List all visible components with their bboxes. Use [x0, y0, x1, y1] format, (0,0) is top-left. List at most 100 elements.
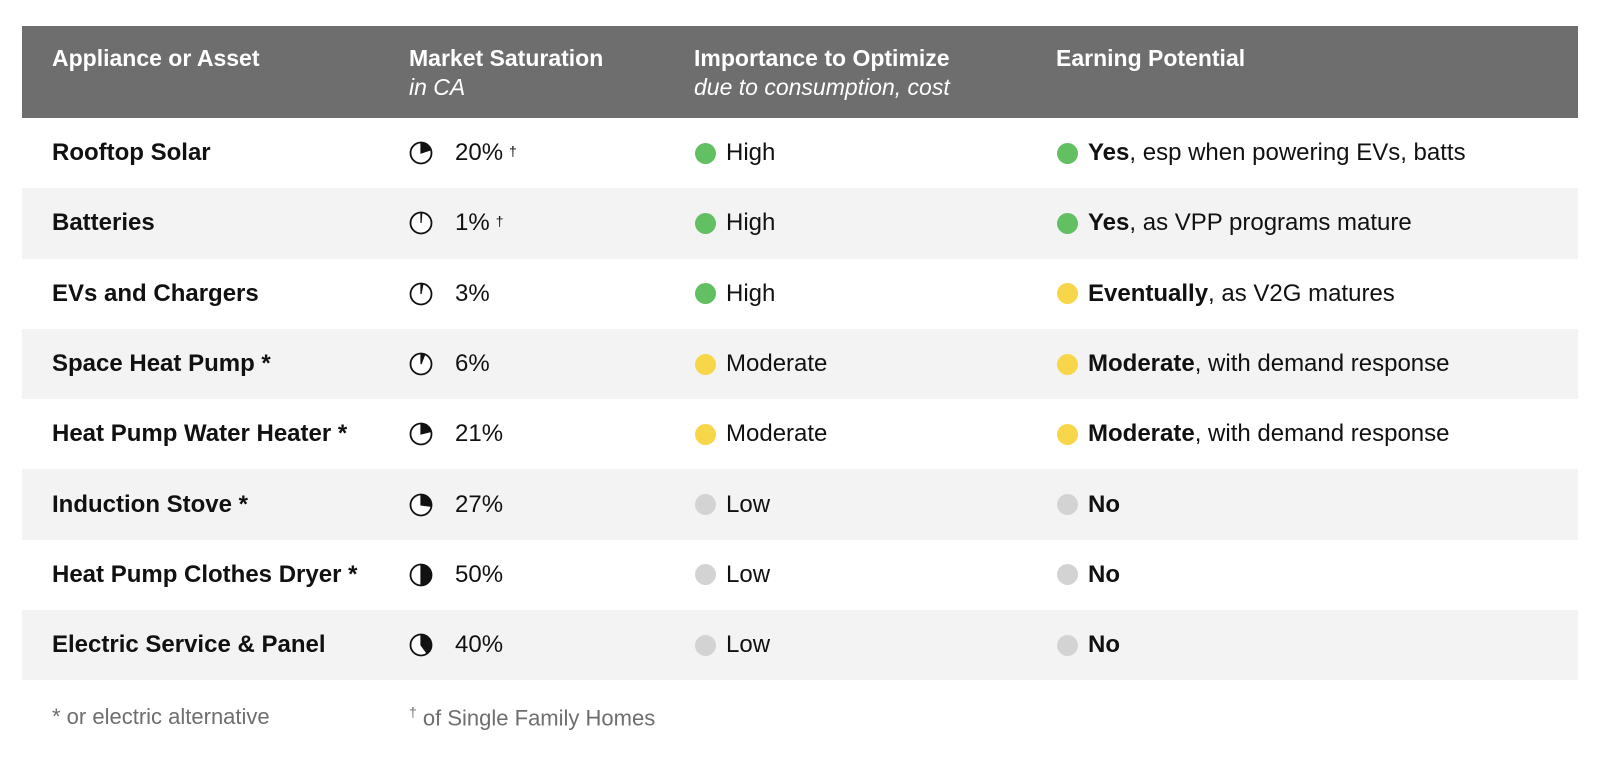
saturation-cell: 50%	[409, 540, 503, 610]
saturation-value: 50%	[455, 560, 504, 588]
table-row: Heat Pump Clothes Dryer * 50% Low No	[22, 540, 1578, 610]
appliance-name: Space Heat Pump *	[52, 350, 271, 378]
earning-strong: No	[1088, 560, 1120, 588]
table-row: Space Heat Pump * 6% Moderate Moderate, wit…	[22, 328, 1578, 400]
saturation-pie-icon	[409, 141, 433, 165]
header-saturation-sub: in CA	[409, 74, 466, 100]
table-row: Induction Stove * 27% Low No	[22, 469, 1578, 540]
status-dot-icon	[1057, 212, 1078, 234]
saturation-pie-icon	[409, 563, 433, 587]
header-saturation: Market Saturation in CA	[409, 44, 603, 102]
appliance-name: Batteries	[52, 209, 155, 237]
comparison-table: Appliance or Asset Market Saturation in …	[22, 26, 1578, 681]
earning-cell: Eventually, as V2G matures	[1057, 259, 1395, 329]
appliance-cell: Induction Stove *	[52, 469, 248, 539]
earning-cell: No	[1057, 610, 1120, 680]
earning-strong: No	[1088, 490, 1120, 518]
appliance-name: Electric Service & Panel	[52, 631, 326, 659]
status-dot-icon	[695, 564, 716, 586]
saturation-cell: 27%	[409, 469, 503, 539]
appliance-cell: Electric Service & Panel	[52, 610, 326, 680]
importance-cell: Moderate	[695, 399, 827, 469]
status-dot-icon	[1057, 283, 1078, 305]
appliance-cell: Heat Pump Clothes Dryer *	[52, 540, 357, 610]
status-dot-icon	[1057, 564, 1078, 586]
earning-text: No	[1088, 631, 1120, 659]
status-dot-icon	[695, 423, 716, 445]
appliance-cell: Heat Pump Water Heater *	[52, 399, 347, 469]
earning-strong: Moderate	[1088, 420, 1195, 448]
importance-label: Low	[726, 631, 771, 659]
status-dot-icon	[1057, 353, 1078, 375]
footnote-dagger: † of Single Family Homes	[409, 704, 655, 731]
saturation-cell: 40%	[409, 610, 503, 680]
earning-detail: , with demand response	[1194, 350, 1450, 378]
earning-cell: Moderate, with demand response	[1057, 399, 1450, 469]
footnote-dagger-text: of Single Family Homes	[416, 705, 656, 731]
earning-detail: , with demand response	[1194, 420, 1450, 448]
dagger-mark: †	[509, 143, 517, 160]
status-dot-icon	[695, 212, 716, 234]
status-dot-icon	[695, 634, 716, 656]
earning-strong: Yes	[1088, 209, 1130, 237]
importance-cell: Low	[695, 540, 770, 610]
earning-text: Moderate, with demand response	[1088, 350, 1450, 378]
dagger-mark: †	[495, 213, 504, 230]
header-appliance: Appliance or Asset	[52, 44, 259, 72]
importance-label: High	[726, 209, 776, 237]
earning-text: No	[1088, 491, 1120, 519]
saturation-cell: 20% †	[409, 118, 517, 188]
saturation-value: 20%	[455, 139, 504, 167]
saturation-value: 27%	[455, 490, 504, 518]
earning-cell: No	[1057, 540, 1120, 610]
saturation-value: 21%	[455, 420, 504, 448]
importance-label: Low	[726, 490, 771, 518]
earning-strong: No	[1088, 631, 1120, 659]
header-importance-label: Importance to Optimize	[694, 45, 950, 71]
earning-text: Eventually, as V2G matures	[1088, 280, 1395, 308]
status-dot-icon	[1057, 634, 1078, 656]
status-dot-icon	[1057, 423, 1078, 445]
saturation-pie-icon	[409, 493, 433, 517]
status-dot-icon	[695, 283, 716, 305]
importance-cell: High	[695, 188, 775, 258]
appliance-name: Heat Pump Water Heater *	[52, 420, 348, 448]
status-dot-icon	[695, 353, 716, 375]
earning-strong: Eventually	[1088, 279, 1209, 307]
table-body: Rooftop Solar 20% † High Yes, esp when power…	[22, 118, 1578, 681]
earning-detail: , esp when powering EVs, batts	[1129, 139, 1466, 167]
status-dot-icon	[1057, 494, 1078, 516]
table-row: Heat Pump Water Heater * 21% Moderate Moder…	[22, 399, 1578, 469]
saturation-value: 3%	[455, 279, 490, 307]
saturation-cell: 21%	[409, 399, 503, 469]
appliance-name: Heat Pump Clothes Dryer *	[52, 560, 358, 588]
header-appliance-label: Appliance or Asset	[52, 45, 260, 71]
appliance-cell: EVs and Chargers	[52, 259, 259, 329]
importance-cell: High	[695, 118, 775, 188]
appliance-name: Induction Stove *	[52, 490, 249, 518]
appliance-name: EVs and Chargers	[52, 279, 259, 307]
earning-cell: Moderate, with demand response	[1057, 329, 1450, 399]
importance-label: Moderate	[726, 350, 828, 378]
header-importance: Importance to Optimize due to consumptio…	[694, 44, 950, 102]
status-dot-icon	[1057, 142, 1078, 164]
earning-strong: Moderate	[1088, 350, 1195, 378]
saturation-pie-icon	[409, 422, 433, 446]
header-earning: Earning Potential	[1056, 44, 1245, 72]
earning-text: No	[1088, 561, 1120, 589]
importance-cell: Low	[695, 469, 770, 539]
earning-cell: No	[1057, 469, 1120, 539]
earning-text: Yes, esp when powering EVs, batts	[1088, 139, 1466, 167]
importance-label: High	[726, 139, 776, 167]
appliance-cell: Rooftop Solar	[52, 118, 211, 188]
table-row: Rooftop Solar 20% † High Yes, esp when power…	[22, 118, 1578, 188]
saturation-cell: 3%	[409, 259, 490, 329]
saturation-cell: 6%	[409, 329, 490, 399]
table-row: EVs and Chargers 3% High Eventually, as V2G…	[22, 259, 1578, 329]
saturation-pie-icon	[409, 352, 433, 376]
importance-cell: High	[695, 259, 775, 329]
footnote-asterisk: * or electric alternative	[52, 704, 270, 729]
saturation-pie-icon	[409, 212, 433, 235]
earning-text: Yes, as VPP programs mature	[1088, 209, 1412, 237]
table-header: Appliance or Asset Market Saturation in …	[22, 26, 1578, 118]
